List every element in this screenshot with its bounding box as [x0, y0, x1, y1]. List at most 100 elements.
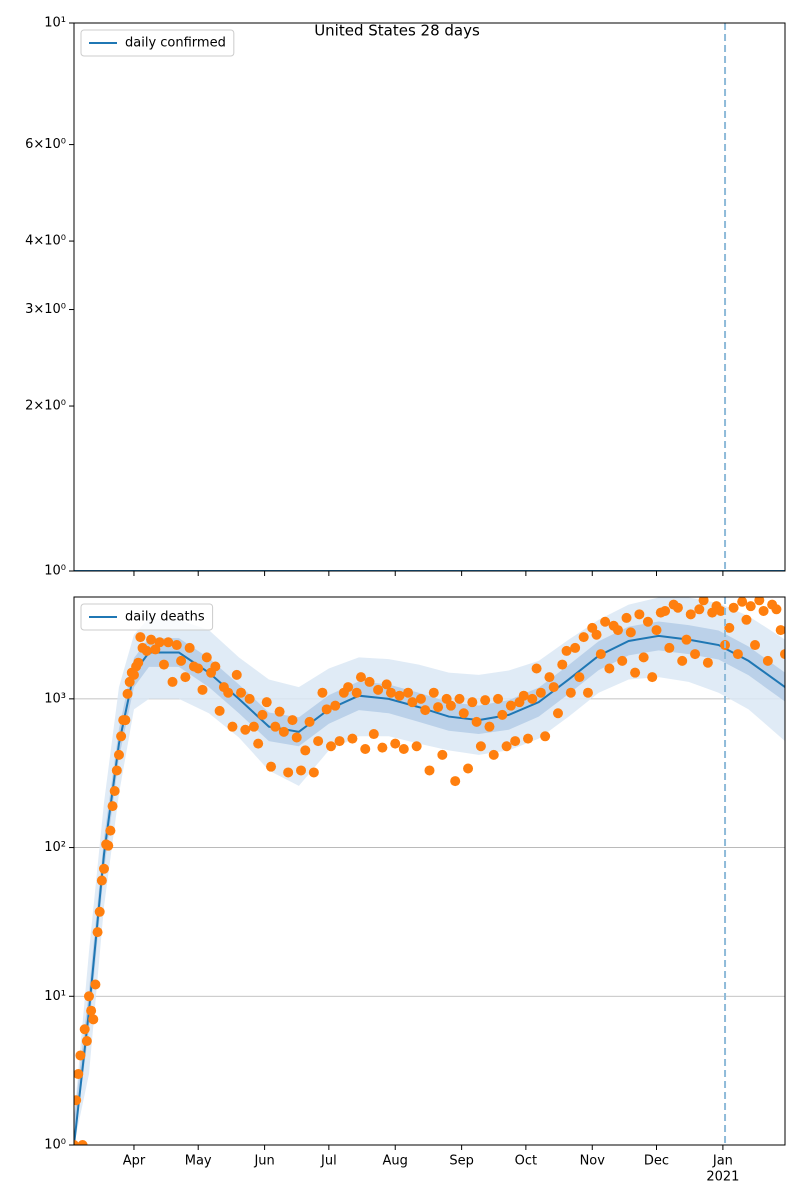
point [158, 659, 169, 670]
point [231, 669, 242, 680]
point [368, 729, 379, 740]
y-tick-label: 6×10⁰ [25, 137, 66, 152]
point [390, 738, 401, 749]
point [732, 649, 743, 660]
y-tick-label: 10¹ [44, 16, 66, 31]
point [454, 693, 465, 704]
point [488, 749, 499, 760]
point [600, 616, 611, 627]
legend-box [80, 603, 214, 631]
point [428, 687, 439, 698]
point [274, 706, 285, 717]
point [355, 672, 366, 683]
point [308, 767, 319, 778]
point [120, 715, 131, 726]
point [621, 612, 632, 623]
point [531, 663, 542, 674]
point [604, 663, 615, 674]
point [685, 609, 696, 620]
point [154, 637, 165, 648]
point [467, 697, 478, 708]
y-tick-label: 10¹ [44, 989, 66, 1004]
y-tick-label: 4×10⁰ [25, 234, 66, 249]
x-tick-label: Jul [320, 1154, 337, 1169]
point [128, 669, 139, 680]
point [415, 693, 426, 704]
point [728, 602, 739, 613]
point [296, 765, 307, 776]
point [86, 1005, 97, 1016]
point [381, 679, 392, 690]
x-tick-label: Jan [712, 1154, 733, 1169]
point [291, 732, 302, 743]
point [394, 690, 405, 701]
point [88, 1014, 99, 1025]
point [287, 715, 298, 726]
point [664, 642, 675, 653]
point [321, 704, 332, 715]
point [304, 716, 315, 727]
point [317, 687, 328, 698]
point [105, 825, 116, 836]
point [347, 733, 358, 744]
x-tick-label: Aug [383, 1154, 408, 1169]
point [407, 697, 418, 708]
point [570, 642, 581, 653]
point [591, 629, 602, 640]
point [167, 676, 178, 687]
x-tick-label: Jun [253, 1154, 274, 1169]
point [81, 1036, 92, 1047]
point [300, 745, 311, 756]
point [373, 684, 384, 695]
point [92, 927, 103, 938]
point [193, 663, 204, 674]
point [634, 609, 645, 620]
axes-frame [73, 22, 786, 572]
point [351, 687, 362, 698]
x-tick-label: Nov [580, 1154, 606, 1169]
point [702, 657, 713, 668]
point [398, 744, 409, 755]
point [690, 649, 701, 660]
point [420, 705, 431, 716]
point [184, 642, 195, 653]
point [257, 709, 268, 720]
point [248, 721, 259, 732]
x-tick-label: Apr [123, 1154, 146, 1169]
point [283, 767, 294, 778]
point [253, 738, 264, 749]
point [223, 687, 234, 698]
point [698, 597, 709, 606]
point [163, 637, 174, 648]
point [651, 625, 662, 636]
y-tick-label: 10⁰ [44, 564, 66, 579]
point [548, 682, 559, 693]
point [74, 1095, 82, 1106]
y-tick-label: 10⁰ [44, 1138, 66, 1153]
point [565, 687, 576, 698]
point [775, 625, 785, 636]
point [724, 622, 735, 633]
point [180, 672, 191, 683]
y-tick-label: 10³ [44, 691, 66, 706]
point [450, 776, 461, 787]
legend-label: daily deaths [125, 610, 205, 625]
point [236, 687, 247, 698]
point [595, 649, 606, 660]
point [266, 761, 277, 772]
x-tick-label: Oct [515, 1154, 537, 1169]
point [270, 721, 281, 732]
point [146, 634, 157, 645]
point [133, 657, 144, 668]
point [278, 726, 289, 737]
point [244, 693, 255, 704]
point [694, 604, 705, 615]
point [385, 687, 396, 698]
point [754, 597, 765, 606]
point [638, 652, 649, 663]
point [484, 721, 495, 732]
point [313, 736, 324, 747]
point [113, 749, 124, 760]
point [630, 667, 641, 678]
point [107, 801, 118, 812]
